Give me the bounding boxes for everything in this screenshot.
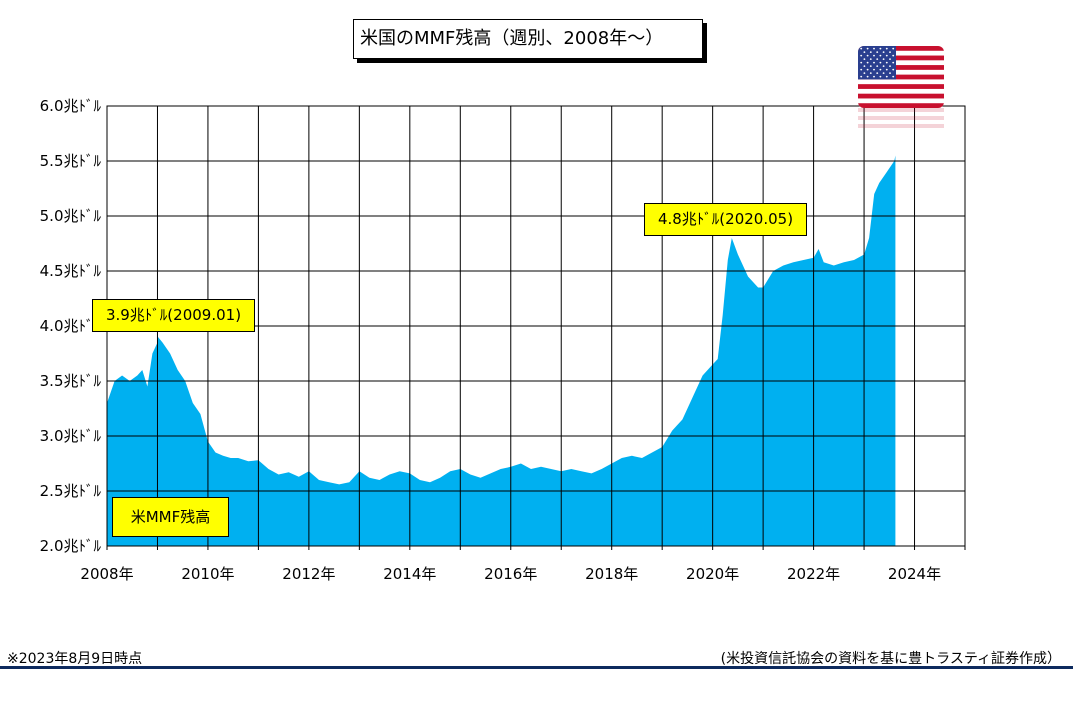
annotation-peak-2009: 3.9兆ﾄﾞﾙ(2009.01) xyxy=(92,299,255,332)
flag-star xyxy=(889,65,891,67)
y-tick-label: 5.5兆ﾄﾞﾙ xyxy=(40,152,102,170)
flag-star xyxy=(873,61,875,64)
flag-star xyxy=(879,47,882,50)
flag-star xyxy=(879,54,882,57)
series-layer xyxy=(107,155,896,546)
flag-star xyxy=(889,72,891,74)
flag-star xyxy=(885,75,888,78)
flag-stripe xyxy=(858,103,944,108)
tick-labels: 2.0兆ﾄﾞﾙ 2.5兆ﾄﾞﾙ 3.0兆ﾄﾞﾙ 3.5兆ﾄﾞﾙ 4.0兆ﾄﾞﾙ 4.5兆ﾄ… xyxy=(40,97,941,583)
flag-star xyxy=(885,47,888,50)
flag-star xyxy=(882,72,885,74)
flag-star xyxy=(882,51,885,53)
flag-stripe xyxy=(858,84,944,89)
flag-star xyxy=(892,54,895,57)
flag-star xyxy=(873,47,875,50)
flag-star xyxy=(879,75,882,78)
x-tick-label: 2014年 xyxy=(383,565,436,583)
flag-star xyxy=(879,68,882,71)
annotation-peak-2020: 4.8兆ﾄﾞﾙ(2020.05) xyxy=(644,203,807,236)
flag-star xyxy=(869,65,872,67)
flag-star xyxy=(873,75,875,78)
legend-series-label: 米MMF残高 xyxy=(112,497,229,537)
flag-star xyxy=(863,51,866,53)
flag-star xyxy=(889,58,891,60)
y-tick-label: 4.5兆ﾄﾞﾙ xyxy=(40,262,102,280)
flag-star xyxy=(869,58,872,60)
flag-stripe xyxy=(858,65,944,70)
flag-star xyxy=(866,54,869,57)
y-tick-label: 5.0兆ﾄﾞﾙ xyxy=(40,207,102,225)
flag-star xyxy=(873,68,875,71)
flag-star xyxy=(866,61,869,64)
flag-stripe xyxy=(858,93,944,99)
flag-star xyxy=(860,47,863,50)
x-tick-label: 2012年 xyxy=(282,565,335,583)
y-tick-label: 3.0兆ﾄﾞﾙ xyxy=(40,427,102,445)
flag-star xyxy=(892,61,895,64)
flag-stripe xyxy=(858,46,944,51)
flag-reflection xyxy=(858,108,944,128)
flag-star xyxy=(876,65,879,67)
flag-star xyxy=(885,68,888,71)
flag-star xyxy=(892,68,895,71)
source-note: (米投資信託協会の資料を基に豊トラスティ証券作成） xyxy=(720,651,1061,667)
flag-star xyxy=(892,47,895,50)
flag-star xyxy=(863,58,866,60)
y-tick-label: 2.5兆ﾄﾞﾙ xyxy=(40,482,102,500)
y-tick-label: 2.0兆ﾄﾞﾙ xyxy=(40,537,102,555)
flag-star xyxy=(860,54,863,57)
flag-star xyxy=(876,58,879,60)
flag-star xyxy=(876,72,879,74)
flag-star xyxy=(876,51,879,53)
flag-star xyxy=(869,72,872,74)
flag-star xyxy=(882,58,885,60)
x-tick-label: 2024年 xyxy=(888,565,941,583)
flag-star xyxy=(885,61,888,64)
flag-star xyxy=(863,72,866,74)
x-tick-label: 2020年 xyxy=(686,565,739,583)
chart-title: 米国のMMF残高（週別、2008年～） xyxy=(353,19,703,59)
flag-star xyxy=(866,68,869,71)
flag-star xyxy=(892,75,895,78)
x-tick-label: 2010年 xyxy=(181,565,234,583)
x-tick-label: 2018年 xyxy=(585,565,638,583)
series-area xyxy=(107,155,896,546)
x-tick-label: 2008年 xyxy=(80,565,133,583)
x-tick-label: 2022年 xyxy=(787,565,840,583)
flag-star xyxy=(869,51,872,53)
x-tick-label: 2016年 xyxy=(484,565,537,583)
footer-divider xyxy=(0,666,1073,669)
flag-star xyxy=(860,75,863,78)
flag-star xyxy=(866,47,869,50)
flag-star xyxy=(860,68,863,71)
flag-star xyxy=(866,75,869,78)
flag-star xyxy=(889,51,891,53)
flag-star xyxy=(882,65,885,67)
us-flag-icon xyxy=(858,46,944,108)
y-tick-label: 3.5兆ﾄﾞﾙ xyxy=(40,372,102,390)
flag-star xyxy=(863,65,866,67)
flag-star xyxy=(873,54,875,57)
flag-stripe xyxy=(858,74,944,80)
flag-stripe xyxy=(858,55,944,61)
flag-star xyxy=(860,61,863,64)
date-note: ※2023年8月9日時点 xyxy=(7,651,143,667)
flag-star xyxy=(879,61,882,64)
y-tick-label: 6.0兆ﾄﾞﾙ xyxy=(40,97,102,115)
y-tick-label: 4.0兆ﾄﾞﾙ xyxy=(40,317,102,335)
flag-star xyxy=(885,54,888,57)
